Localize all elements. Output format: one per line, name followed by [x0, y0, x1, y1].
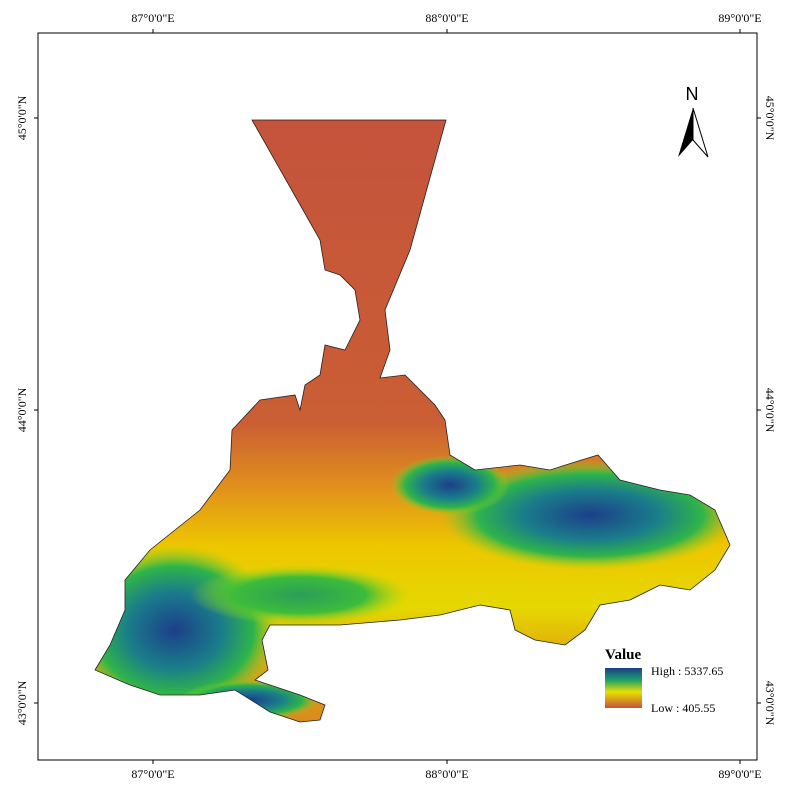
right-tick-label: 44°0'0"N	[763, 388, 777, 433]
bottom-tick-label: 89°0'0"E	[718, 767, 761, 781]
legend-low: Low : 405.55	[651, 701, 715, 715]
bottom-tick-label: 88°0'0"E	[425, 767, 468, 781]
bottom-tick-label: 87°0'0"E	[131, 767, 174, 781]
legend: Value High : 5337.65 Low : 405.55	[605, 647, 723, 715]
top-tick-label: 87°0'0"E	[131, 11, 174, 25]
top-tick-label: 89°0'0"E	[718, 11, 761, 25]
map-frame	[37, 32, 758, 761]
north-label: N	[686, 84, 699, 104]
right-tick-label: 45°0'0"N	[763, 96, 777, 141]
left-tick-label: 45°0'0"N	[15, 95, 29, 140]
legend-ramp	[605, 668, 642, 708]
elevation-raster	[95, 120, 730, 722]
left-tick-label: 44°0'0"N	[15, 387, 29, 432]
legend-high: High : 5337.65	[651, 664, 723, 678]
top-tick-label: 88°0'0"E	[425, 11, 468, 25]
legend-title: Value	[605, 647, 641, 663]
right-tick-label: 43°0'0"N	[763, 681, 777, 726]
left-tick-label: 43°0'0"N	[15, 680, 29, 725]
north-arrow: N	[678, 84, 709, 158]
